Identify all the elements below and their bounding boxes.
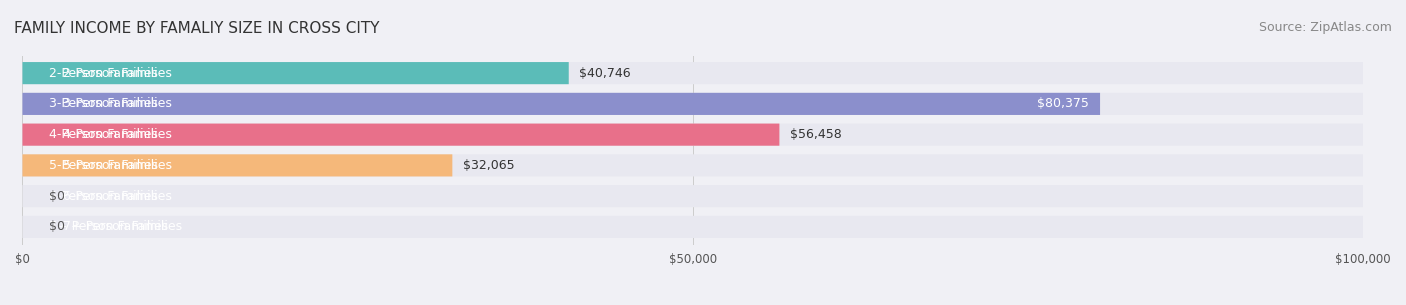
FancyBboxPatch shape xyxy=(22,216,1364,238)
Text: $0: $0 xyxy=(49,221,65,233)
Text: Source: ZipAtlas.com: Source: ZipAtlas.com xyxy=(1258,21,1392,34)
Text: FAMILY INCOME BY FAMALIY SIZE IN CROSS CITY: FAMILY INCOME BY FAMALIY SIZE IN CROSS C… xyxy=(14,21,380,36)
FancyBboxPatch shape xyxy=(22,62,569,84)
Text: $32,065: $32,065 xyxy=(463,159,515,172)
FancyBboxPatch shape xyxy=(22,124,779,146)
FancyBboxPatch shape xyxy=(22,93,1099,115)
Text: 4-Person Families: 4-Person Families xyxy=(63,128,172,141)
Text: $56,458: $56,458 xyxy=(790,128,842,141)
Text: 7+ Person Families: 7+ Person Families xyxy=(63,221,181,233)
FancyBboxPatch shape xyxy=(22,124,1364,146)
FancyBboxPatch shape xyxy=(22,154,453,177)
FancyBboxPatch shape xyxy=(22,93,1364,115)
Text: 3-Person Families: 3-Person Families xyxy=(63,97,172,110)
Text: 7+ Person Families: 7+ Person Families xyxy=(49,221,169,233)
Text: 2-Person Families: 2-Person Families xyxy=(49,66,157,80)
Text: 6-Person Families: 6-Person Families xyxy=(63,190,172,203)
Text: 3-Person Families: 3-Person Families xyxy=(49,97,157,110)
Text: $0: $0 xyxy=(49,190,65,203)
Text: 4-Person Families: 4-Person Families xyxy=(49,128,157,141)
Text: $40,746: $40,746 xyxy=(579,66,631,80)
FancyBboxPatch shape xyxy=(22,62,1364,84)
FancyBboxPatch shape xyxy=(22,185,1364,207)
Text: 6-Person Families: 6-Person Families xyxy=(49,190,157,203)
Text: 5-Person Families: 5-Person Families xyxy=(49,159,159,172)
FancyBboxPatch shape xyxy=(22,154,1364,177)
Text: 5-Person Families: 5-Person Families xyxy=(63,159,172,172)
Text: $80,375: $80,375 xyxy=(1038,97,1090,110)
Text: 2-Person Families: 2-Person Families xyxy=(63,66,172,80)
